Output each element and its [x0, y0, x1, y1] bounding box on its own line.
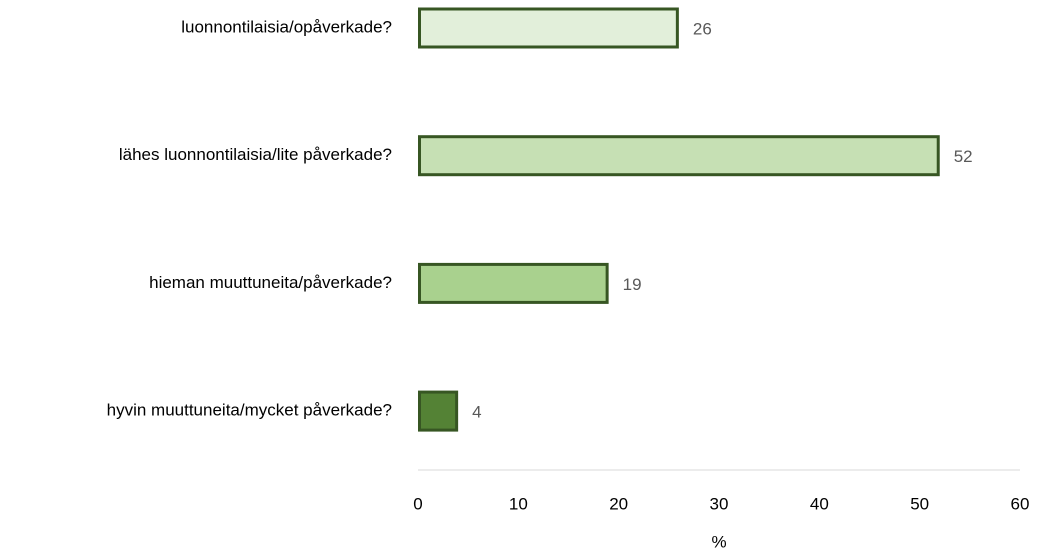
y-tick-label: luonnontilaisia/opåverkade? — [181, 17, 392, 36]
y-tick-label: lähes luonnontilaisia/lite påverkade? — [119, 145, 392, 164]
y-tick-label: hieman muuttuneita/påverkade? — [149, 273, 392, 292]
value-label: 26 — [693, 19, 712, 38]
x-axis-label: % — [711, 532, 726, 551]
x-tick-label: 50 — [910, 494, 929, 513]
x-tick-label: 20 — [609, 494, 628, 513]
bar — [418, 7, 679, 49]
bar — [418, 390, 459, 432]
bar — [418, 262, 609, 304]
value-label: 19 — [623, 275, 642, 294]
x-tick-label: 40 — [810, 494, 829, 513]
x-tick-label: 30 — [710, 494, 729, 513]
bar — [418, 135, 940, 177]
value-label: 4 — [472, 403, 481, 422]
x-tick-label: 60 — [1011, 494, 1030, 513]
y-tick-label: hyvin muuttuneita/mycket påverkade? — [107, 401, 392, 420]
value-label: 52 — [954, 147, 973, 166]
x-tick-label: 10 — [509, 494, 528, 513]
x-tick-label: 0 — [413, 494, 422, 513]
